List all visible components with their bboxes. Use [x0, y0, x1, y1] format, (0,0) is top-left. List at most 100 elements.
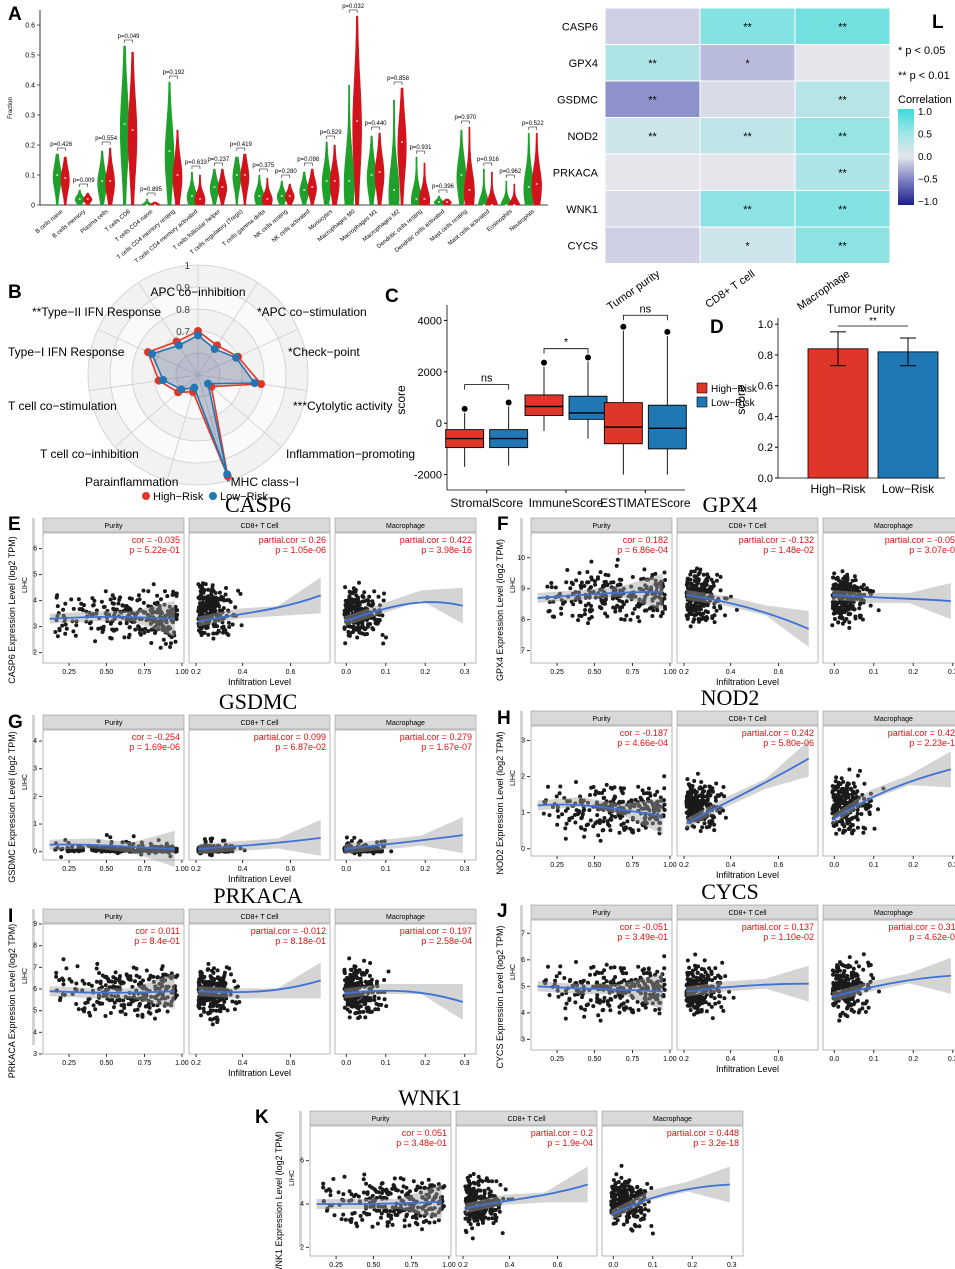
scatter-point	[619, 617, 624, 622]
scatter-point	[600, 1008, 605, 1013]
scatter-point	[705, 576, 710, 581]
scatter-point	[198, 604, 203, 609]
scatter-point	[693, 790, 698, 795]
scatter-point	[695, 970, 700, 975]
scatter-point	[120, 1009, 124, 1014]
box-signif-1: *	[564, 337, 569, 349]
radar-spoke	[197, 328, 299, 376]
scatter-point	[868, 603, 873, 608]
scatter-point	[206, 587, 211, 592]
heatmap-row-label-2: GSDMC	[557, 94, 598, 106]
scatter-point	[121, 603, 126, 608]
scatter-point	[382, 997, 387, 1002]
scatter-point	[591, 590, 596, 594]
scatter-x-tick-label: 0.0	[829, 862, 839, 869]
scatter-point	[202, 606, 207, 611]
scatter-point	[577, 590, 581, 595]
violin-high-5	[172, 129, 183, 206]
scatter-point	[228, 599, 233, 604]
scatter-point	[203, 979, 208, 984]
scatter-point	[129, 611, 134, 615]
scatter-point	[712, 620, 717, 625]
heatmap-star: **	[743, 204, 752, 216]
radar-point-low	[210, 345, 219, 354]
scatter-y-tick-label: 6	[521, 957, 525, 964]
heatmap-cell	[794, 226, 891, 264]
scatter-point	[689, 581, 694, 586]
scatter-point	[588, 998, 593, 1003]
scatter-point	[586, 601, 591, 606]
scatter-point	[713, 966, 718, 971]
scatter-point	[558, 784, 563, 789]
scatter-point	[609, 997, 614, 1002]
scatter-point	[157, 603, 162, 608]
scatter-point	[71, 606, 76, 611]
box-bracket-1	[543, 348, 589, 354]
scatter-point	[134, 973, 139, 978]
bar-x-label-1: Low−Risk	[882, 482, 935, 496]
violin-pvalue-20: p=0.962	[499, 169, 522, 175]
scatter-point	[845, 821, 850, 826]
box-x-label-2: ESTIMATEScore	[600, 496, 691, 510]
scatter-point	[205, 613, 210, 618]
bar-signif: **	[869, 316, 877, 327]
scatter-point	[544, 978, 548, 983]
scatter-point	[347, 956, 352, 961]
scatter-point	[554, 794, 559, 799]
scatter-point	[563, 1016, 568, 1021]
scatter-point	[708, 788, 713, 793]
scatter-point	[343, 585, 348, 590]
scatter-point	[625, 819, 630, 824]
scatter-point	[376, 1002, 381, 1007]
scatter-point	[166, 611, 171, 616]
radar-point-low	[203, 379, 212, 388]
scatter-point	[197, 1002, 202, 1007]
scatter-point	[199, 625, 204, 630]
scatter-point	[583, 1007, 587, 1012]
scatter-point	[840, 621, 845, 626]
scatter-x-tick-label: 0.25	[62, 669, 76, 676]
scatter-point	[144, 968, 149, 973]
violin-bracket-12	[326, 135, 335, 139]
scatter-point	[225, 1008, 230, 1013]
scatter-point	[74, 1002, 79, 1006]
scatter-point	[122, 1006, 127, 1010]
box-y-tick-label: 2000	[418, 367, 442, 379]
scatter-point	[709, 971, 714, 976]
scatter-x-tick-label: 0.50	[100, 669, 114, 676]
scatter-point	[209, 589, 214, 594]
scatter-point	[841, 787, 846, 792]
scatter-point	[858, 613, 863, 618]
scatter-point	[662, 774, 667, 779]
violin-bracket-10	[281, 174, 291, 178]
scatter-point	[357, 602, 362, 607]
trend-line	[49, 615, 175, 620]
scatter-x-tick-label: 1.00	[663, 862, 677, 869]
tissue-label: LIHC	[22, 968, 29, 984]
heatmap-cell	[699, 117, 796, 155]
scatter-point	[701, 572, 706, 577]
scatter-point	[705, 603, 710, 608]
scatter-point	[361, 595, 366, 599]
scatter-point	[856, 773, 860, 778]
scatter-point	[367, 973, 372, 978]
scatter-point	[116, 601, 121, 606]
scatter-point	[360, 609, 365, 614]
trend-band	[198, 577, 321, 627]
scatter-point	[703, 616, 708, 621]
radar-axis-label-10: **Type−II IFN Response	[32, 305, 161, 319]
scatter-point	[855, 817, 860, 822]
trend-line	[198, 594, 322, 623]
violin-y-tick-label: 0.4	[25, 83, 35, 90]
scatter-point	[685, 577, 690, 582]
scatter-point	[662, 570, 667, 575]
heatmap-cell	[604, 44, 701, 82]
scatter-point	[660, 611, 665, 616]
scatter-point	[847, 955, 852, 960]
scatter-point	[384, 1004, 389, 1009]
violin-bracket-1	[79, 183, 88, 187]
stat-cor: partial.cor = -0.132	[739, 535, 814, 545]
scatter-x-tick-label: 0.2	[908, 862, 918, 869]
heatmap-cell	[604, 190, 701, 228]
violin-high-16	[418, 162, 431, 206]
